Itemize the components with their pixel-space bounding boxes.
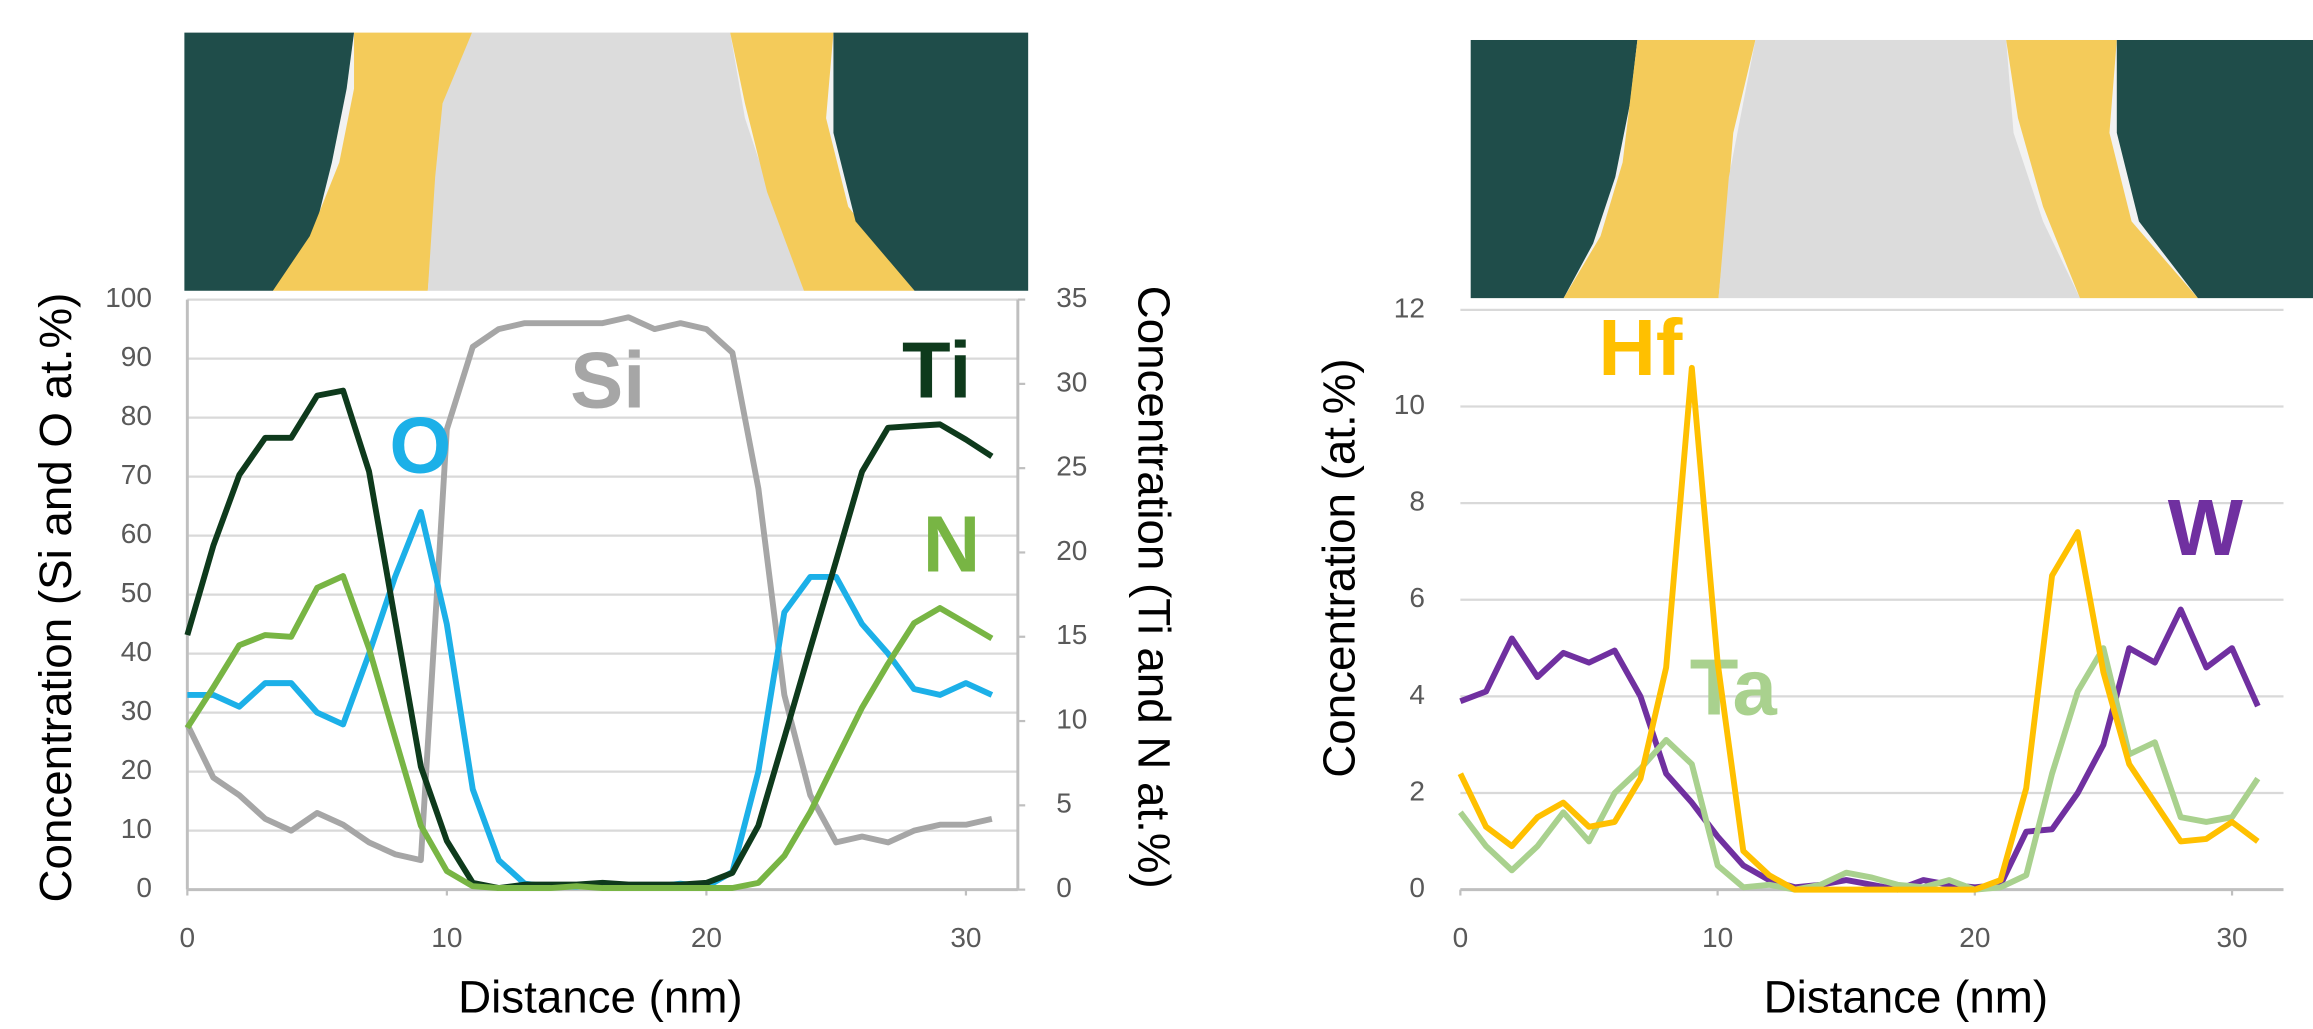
y-tick-label: 70 — [121, 459, 152, 490]
series-line — [1457, 364, 2260, 893]
y-axis-title: Concentration (Si and O at.%) — [30, 293, 81, 903]
x-tick-label: 0 — [180, 922, 196, 953]
y-tick-label: 10 — [121, 813, 152, 844]
y-tick-label: 8 — [1409, 486, 1425, 517]
y2-tick-label: 25 — [1056, 451, 1087, 482]
series-line — [184, 387, 994, 891]
y2-tick-label: 35 — [1056, 282, 1087, 313]
chart: 0 2 4 6 8 10 12 0 10 20 30 W Ta Hf Distance (nm) Concen… — [1313, 292, 2284, 1022]
y2-tick-label: 10 — [1056, 703, 1087, 734]
y2-axis-title: Concentration (Ti and N at.%) — [1129, 286, 1180, 889]
y-axis-title: Concentration (at.%) — [1313, 358, 1364, 777]
y2-tick-label: 5 — [1056, 788, 1072, 819]
series-line — [184, 314, 993, 864]
y-tick-label: 20 — [121, 754, 152, 785]
x-tick-label: 10 — [1702, 922, 1733, 953]
y2-tick-label: 15 — [1056, 619, 1087, 650]
series-label: Si — [570, 336, 645, 425]
x-tick-label: 10 — [431, 922, 462, 953]
y-tick-label: 4 — [1409, 679, 1425, 710]
y2-tick-label: 20 — [1056, 535, 1087, 566]
y2-tick-label: 0 — [1056, 872, 1072, 903]
y2-tick-label: 30 — [1056, 366, 1087, 397]
y-tick-label: 60 — [121, 518, 152, 549]
y-tick-label: 10 — [1394, 389, 1425, 420]
series-label: O — [389, 401, 451, 490]
tomography-image-right — [1470, 39, 2313, 299]
x-axis-title: Distance (nm) — [458, 971, 743, 1022]
series-label: Ti — [902, 325, 971, 414]
x-tick-label: 30 — [950, 922, 981, 953]
y-tick-label: 0 — [136, 872, 152, 903]
series-label: Ta — [1690, 642, 1778, 731]
series-label: Hf — [1598, 303, 1683, 392]
chart: 0 10 20 30 40 50 60 70 80 90 100 0 5 10 15 20 25 30 35 0 10 2… — [30, 282, 1179, 1022]
x-tick-label: 30 — [2216, 922, 2247, 953]
y-tick-label: 12 — [1394, 292, 1425, 323]
y-tick-label: 6 — [1409, 582, 1425, 613]
y-tick-label: 2 — [1409, 775, 1425, 806]
y-tick-label: 30 — [121, 695, 152, 726]
x-axis-title: Distance (nm) — [1764, 971, 2049, 1022]
series-label: W — [2168, 483, 2244, 572]
y-tick-label: 100 — [105, 282, 152, 313]
x-tick-label: 0 — [1453, 922, 1469, 953]
tomography-image-left — [184, 32, 1029, 291]
y-tick-label: 80 — [121, 400, 152, 431]
x-tick-label: 20 — [1959, 922, 1990, 953]
y-tick-label: 0 — [1409, 872, 1425, 903]
series-label: N — [923, 499, 981, 588]
x-tick-label: 20 — [691, 922, 722, 953]
series-line — [1459, 606, 2261, 893]
series-line — [1458, 645, 2261, 893]
y-tick-label: 50 — [121, 577, 152, 608]
y-tick-label: 40 — [121, 636, 152, 667]
series-line — [184, 573, 994, 891]
y-tick-label: 90 — [121, 341, 152, 372]
